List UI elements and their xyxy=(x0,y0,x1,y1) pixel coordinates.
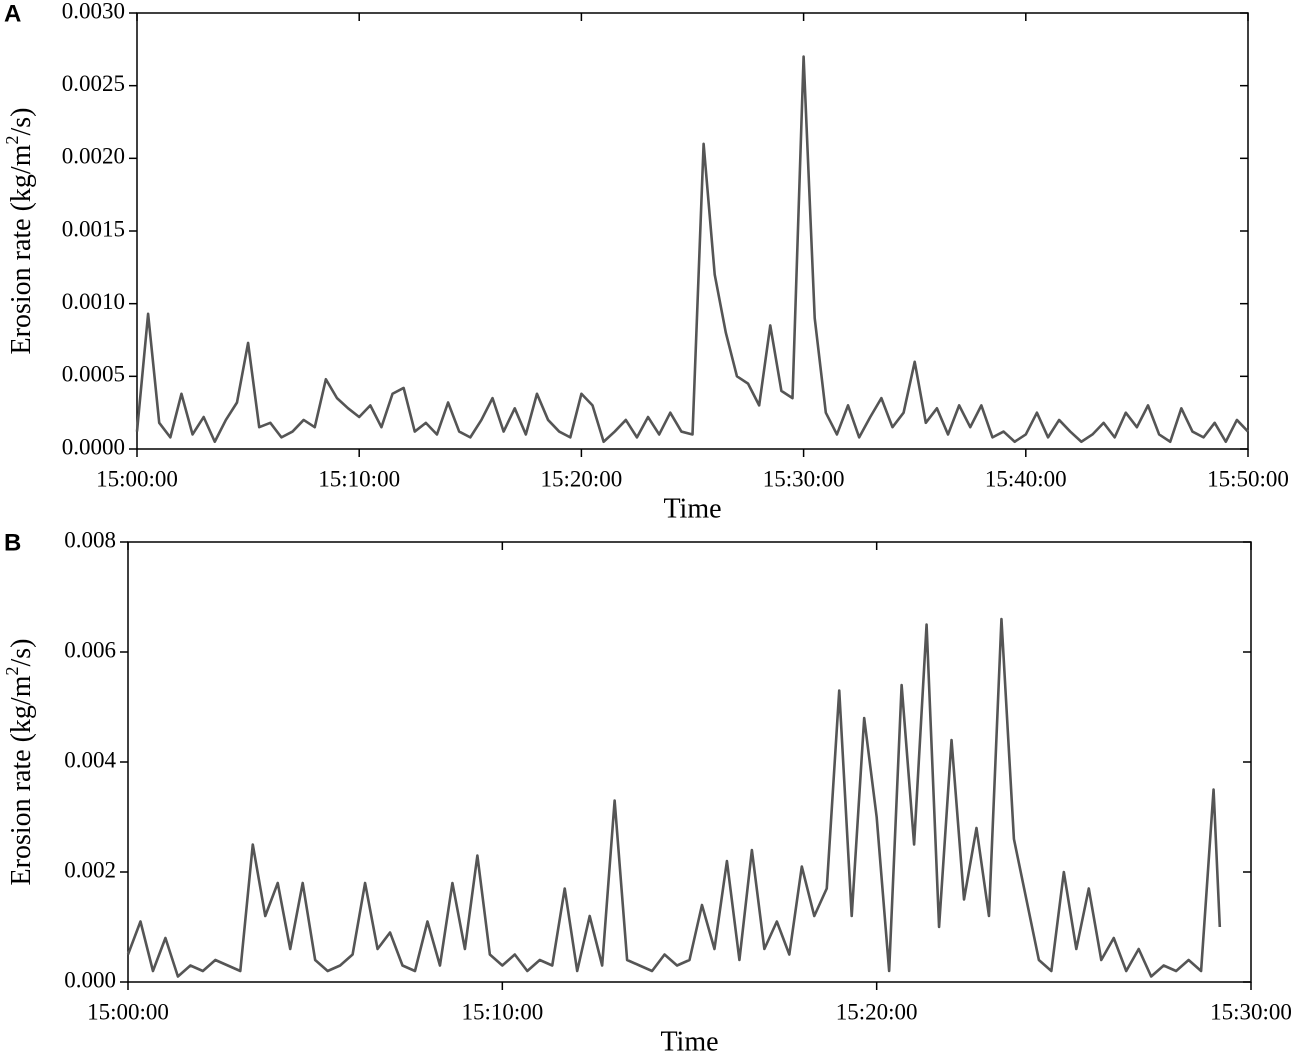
y-axis-title-part: /s) xyxy=(6,108,37,136)
y-axis-title-part: /s) xyxy=(6,639,37,667)
y-tick-label: 0.0030 xyxy=(62,0,125,23)
y-tick-label: 0.008 xyxy=(64,527,116,552)
panel-label: A xyxy=(4,0,21,27)
y-tick-label: 0.0025 xyxy=(62,71,125,96)
x-tick-label: 15:30:00 xyxy=(763,466,845,491)
x-axis-title: Time xyxy=(663,493,721,524)
x-tick-label: 15:10:00 xyxy=(318,466,400,491)
x-axis-title: Time xyxy=(660,1026,718,1056)
y-tick-label: 0.006 xyxy=(64,637,116,662)
y-axis-title: Erosion rate (kg/m2/s) xyxy=(2,639,37,886)
y-tick-label: 0.0005 xyxy=(62,362,125,387)
y-tick-label: 0.004 xyxy=(64,747,116,772)
y-tick-label: 0.000 xyxy=(64,967,116,992)
panel-label: B xyxy=(4,529,21,556)
y-tick-label: 0.0015 xyxy=(62,216,125,241)
y-axis-title: Erosion rate (kg/m2/s) xyxy=(2,108,37,355)
x-tick-label: 15:40:00 xyxy=(985,466,1067,491)
y-tick-label: 0.0020 xyxy=(62,144,125,169)
y-axis-title-part: 2 xyxy=(2,667,22,676)
y-tick-label: 0.002 xyxy=(64,857,116,882)
x-tick-label: 15:00:00 xyxy=(87,999,169,1024)
data-line xyxy=(126,617,1222,978)
x-tick-label: 15:10:00 xyxy=(461,999,543,1024)
y-axis-title-part: Erosion rate (kg/m xyxy=(6,144,37,354)
data-line xyxy=(135,55,1249,444)
y-axis-title-part: Erosion rate (kg/m xyxy=(6,675,37,885)
x-tick-label: 15:50:00 xyxy=(1207,466,1289,491)
x-tick-label: 15:20:00 xyxy=(836,999,918,1024)
plot-frame xyxy=(136,12,1249,450)
y-tick-label: 0.0000 xyxy=(62,434,125,459)
y-axis-title-part: 2 xyxy=(2,136,22,145)
x-tick-label: 15:00:00 xyxy=(96,466,178,491)
x-tick-label: 15:30:00 xyxy=(1210,999,1292,1024)
y-tick-label: 0.0010 xyxy=(62,289,125,314)
x-tick-label: 15:20:00 xyxy=(541,466,623,491)
